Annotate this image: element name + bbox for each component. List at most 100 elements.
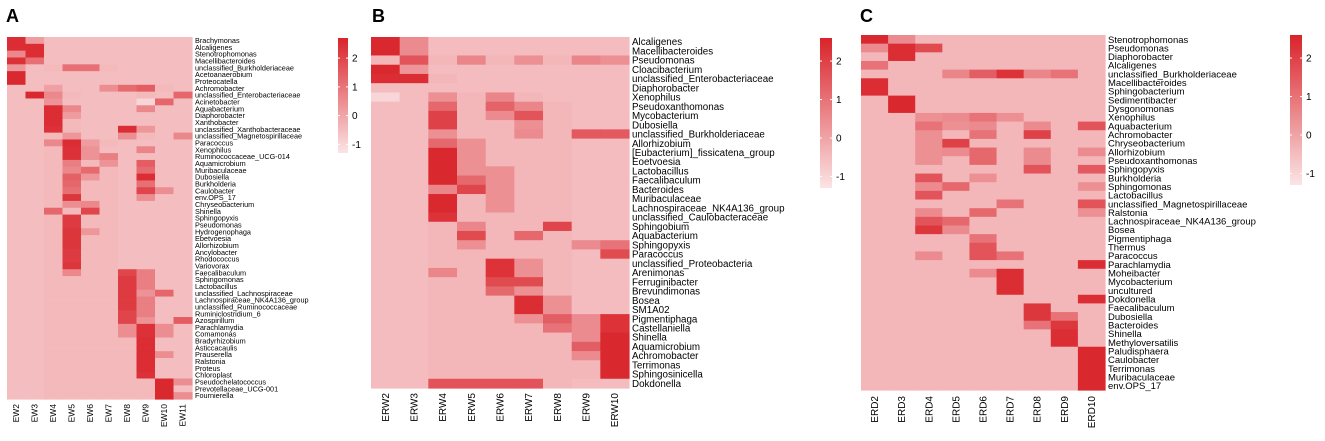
- heatmap-cell: [7, 91, 27, 100]
- heatmap-cell: [571, 147, 601, 158]
- heatmap-cell: [861, 86, 889, 97]
- heatmap-cell: [399, 230, 429, 241]
- heatmap-cell: [861, 338, 889, 348]
- row-label: unclassified_Burkholderiaceae: [195, 63, 294, 72]
- heatmap-cell: [81, 248, 101, 257]
- legend-tick-label: 1: [1306, 92, 1312, 103]
- heatmap-cell: [25, 303, 45, 311]
- row-label: Achromobacter: [195, 84, 245, 93]
- row-label: Ferruginibacter: [632, 277, 699, 288]
- heatmap-cell: [543, 332, 573, 343]
- heatmap-cell: [99, 64, 119, 72]
- heatmap-cell: [996, 338, 1025, 348]
- heatmap-cell: [81, 214, 101, 223]
- heatmap-cell: [1023, 346, 1052, 356]
- heatmap-cell: [600, 378, 630, 389]
- row-label: Macellibacteroides: [1108, 78, 1187, 89]
- heatmap-cell: [1050, 104, 1079, 114]
- heatmap-cell: [136, 194, 156, 202]
- heatmap-cell: [44, 187, 64, 195]
- heatmap-cell: [173, 57, 193, 65]
- heatmap-cell: [1023, 60, 1052, 71]
- heatmap-cell: [457, 64, 487, 75]
- heatmap-cell: [888, 251, 916, 261]
- heatmap-cell: [600, 138, 630, 149]
- heatmap-cell: [25, 98, 45, 106]
- heatmap-cell: [1050, 147, 1079, 157]
- heatmap-cell: [173, 303, 193, 311]
- heatmap-cell: [428, 175, 458, 186]
- heatmap-cell: [155, 371, 175, 380]
- heatmap-cell: [399, 147, 429, 158]
- heatmap-cell: [915, 35, 943, 45]
- heatmap-cell: [371, 101, 401, 112]
- heatmap-cell: [136, 248, 156, 257]
- heatmap-cell: [44, 337, 64, 345]
- heatmap-cell: [457, 277, 487, 287]
- heatmap-cell: [942, 112, 971, 123]
- heatmap-cell: [155, 392, 175, 400]
- heatmap-cell: [371, 194, 401, 204]
- heatmap-cell: [173, 289, 193, 298]
- heatmap-cell: [173, 214, 193, 223]
- heatmap-cell: [996, 208, 1025, 218]
- heatmap-cell: [155, 139, 175, 147]
- heatmap-cell: [136, 330, 156, 339]
- heatmap-cell: [888, 208, 916, 218]
- heatmap-cell: [1077, 364, 1106, 374]
- heatmap-cell: [969, 43, 998, 53]
- heatmap-cell: [25, 139, 45, 147]
- heatmap-cell: [7, 262, 27, 270]
- heatmap-cell: [915, 60, 943, 71]
- heatmap-cell: [600, 203, 630, 214]
- heatmap-cell: [99, 37, 119, 45]
- heatmap-cell: [969, 312, 998, 322]
- heatmap-cell: [485, 230, 515, 241]
- heatmap-cell: [136, 57, 156, 65]
- heatmap-cell: [996, 78, 1025, 88]
- heatmap-cell: [7, 358, 27, 366]
- row-label: Brachymonas: [195, 36, 240, 45]
- heatmap-cell: [136, 71, 156, 79]
- heatmap-cell: [81, 221, 101, 229]
- heatmap-cell: [888, 286, 916, 296]
- heatmap-cell: [457, 295, 487, 306]
- heatmap-cell: [99, 371, 119, 380]
- heatmap-cell: [1023, 121, 1052, 131]
- row-label: Lactobacillus: [195, 282, 238, 291]
- heatmap-cell: [457, 194, 487, 204]
- heatmap-cell: [915, 78, 943, 88]
- heatmap-cell: [371, 314, 401, 324]
- heatmap-cell: [915, 286, 943, 296]
- heatmap-cell: [942, 156, 971, 166]
- heatmap-cell: [81, 392, 101, 400]
- heatmap-cell: [543, 129, 573, 140]
- heatmap-cell: [1023, 329, 1052, 339]
- heatmap-cell: [155, 146, 175, 154]
- heatmap-cell: [600, 46, 630, 57]
- heatmap-cell: [44, 228, 64, 236]
- heatmap-cell: [118, 289, 138, 298]
- heatmap-cell: [915, 208, 943, 218]
- heatmap-cell: [173, 221, 193, 229]
- heatmap-cell: [514, 203, 544, 214]
- column-label: ERD9: [1060, 396, 1071, 423]
- heatmap-cell: [81, 358, 101, 366]
- heatmap-cell: [1050, 312, 1079, 322]
- heatmap-cell: [118, 173, 138, 182]
- heatmap-cell: [969, 156, 998, 166]
- heatmap-cell: [173, 43, 193, 52]
- row-label: Pseudomonas: [195, 220, 242, 229]
- heatmap-cell: [155, 337, 175, 345]
- heatmap-cell: [7, 269, 27, 277]
- heatmap-cell: [915, 69, 943, 79]
- heatmap-cell: [155, 50, 175, 59]
- heatmap-cell: [44, 255, 64, 263]
- heatmap-cell: [571, 360, 601, 371]
- heatmap-cell: [485, 46, 515, 57]
- heatmap-cell: [173, 228, 193, 236]
- heatmap-cell: [1023, 147, 1052, 157]
- heatmap-cell: [371, 120, 401, 130]
- heatmap-cell: [7, 371, 27, 380]
- heatmap-cell: [942, 364, 971, 374]
